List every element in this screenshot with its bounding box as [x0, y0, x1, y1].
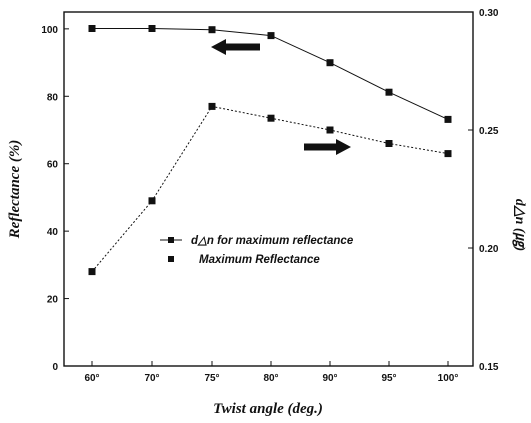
series-1-point	[148, 197, 156, 205]
series-1-point	[208, 102, 216, 110]
left-tick-label: 100	[41, 25, 58, 36]
x-tick-label: 95°	[381, 373, 396, 384]
legend-marker-max-reflectance	[168, 256, 174, 262]
series-1-point	[444, 150, 452, 158]
right-tick-label: 0.20	[479, 244, 499, 255]
left-tick-label: 0	[52, 362, 58, 373]
x-tick-label: 100°	[438, 373, 459, 384]
series-0-point	[267, 32, 275, 40]
x-tick-label: 75°	[204, 373, 219, 384]
left-tick-label: 20	[47, 295, 59, 306]
series-layer	[88, 25, 452, 276]
series-0-point	[88, 25, 96, 32]
x-axis: 60° 70° 75° 80° 90° 95° 100°	[84, 361, 458, 384]
x-axis-title: Twist angle (deg.)	[213, 401, 323, 417]
x-tick-label: 80°	[263, 373, 278, 384]
x-tick-label: 60°	[84, 373, 99, 384]
left-arrow-icon	[211, 39, 260, 55]
series-1-point	[88, 268, 96, 276]
series-1-point	[385, 140, 393, 147]
series-0-point	[385, 88, 393, 96]
series-0-point	[326, 59, 334, 67]
right-axis: 0.15 0.20 0.25 0.30	[468, 8, 499, 373]
series-0-point	[208, 26, 216, 34]
right-tick-label: 0.15	[479, 362, 499, 373]
right-axis-title: d△n (㎍)	[512, 199, 527, 251]
legend-marker-d-delta-n	[168, 237, 174, 243]
series-1-point	[267, 114, 275, 122]
legend: d△n for maximum reflectance Maximum Refl…	[160, 235, 354, 266]
series-0-point	[148, 25, 156, 32]
left-axis-title: Reflectance (%)	[7, 140, 23, 240]
x-tick-label: 70°	[144, 373, 159, 384]
series-line-0	[92, 28, 449, 120]
series-1-point	[326, 126, 334, 134]
series-0-point	[444, 115, 452, 123]
right-tick-label: 0.30	[479, 8, 499, 19]
left-tick-label: 80	[47, 92, 59, 103]
plot-frame	[63, 11, 474, 367]
left-axis: 0 20 40 60 80 100	[41, 25, 69, 373]
left-tick-label: 60	[47, 160, 59, 171]
right-arrow-icon	[304, 139, 351, 155]
legend-label-max-reflectance: Maximum Reflectance	[199, 254, 320, 266]
x-tick-label: 90°	[322, 373, 337, 384]
right-tick-label: 0.25	[479, 126, 499, 137]
legend-label-d-delta-n: d△n for maximum reflectance	[191, 235, 354, 247]
left-tick-label: 40	[47, 227, 59, 238]
